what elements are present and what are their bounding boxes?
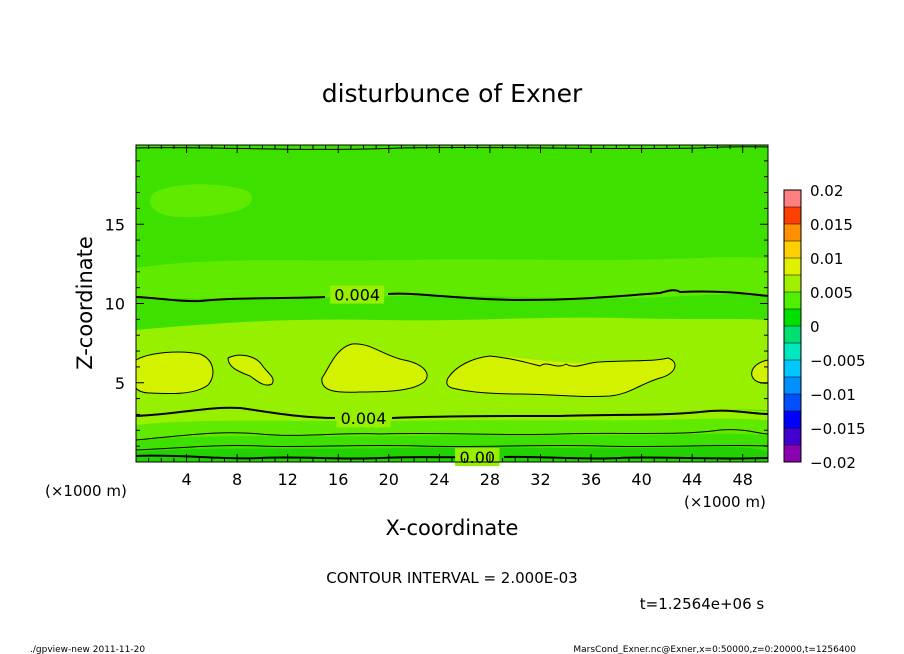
colorbar-tick-label-6: −0.01 [810,386,856,404]
colorbar-segment-2 [784,411,801,428]
colorbar-segment-15 [784,190,801,207]
yellow-cell-3 [321,343,428,393]
colorbar-segment-12 [784,241,801,258]
contour-line-0.004-upper [135,289,769,303]
yellow-cell-4 [446,356,675,397]
contour-lines [135,146,769,460]
x-tick-label-32: 32 [530,470,550,489]
contour-line-thin-lower-2 [135,444,769,451]
contour-line-yellow-1 [135,351,214,395]
x-tick-label-40: 40 [631,470,651,489]
x-tick-label-48: 48 [733,470,753,489]
field-band-upper [136,257,768,299]
contour-line-yellow-2 [227,354,274,386]
contour-line-0.004-lower [135,406,769,419]
x-axis-ticks: 4 8 12 16 20 24 28 32 36 40 44 48 [148,145,756,489]
contour-line-yellow-3 [321,343,428,393]
contour-interval-text: CONTOUR INTERVAL = 2.000E-03 [326,569,577,587]
contour-line-0.00 [135,454,769,460]
x-tick-label-44: 44 [682,470,702,489]
colorbar-segment-7 [784,326,801,343]
time-text: t=1.2564e+06 s [640,595,765,613]
x-tick-label-28: 28 [480,470,500,489]
colorbar-segment-14 [784,207,801,224]
colorbar-segment-6 [784,343,801,360]
colorbar-tick-label-1: 0.015 [810,216,853,234]
field-band-second [136,433,768,452]
colorbar-tick-label-0: 0.02 [810,182,843,200]
yellow-cell-2 [228,355,274,386]
colorbar-tick-label-7: −0.015 [810,420,866,438]
yellow-cell-1 [136,352,213,394]
footer-left: ./gpview-new 2011-11-20 [30,645,145,654]
x-unit-label-right: (×1000 m) [684,493,766,511]
colorbar-segment-3 [784,394,801,411]
contour-line-thin-lower-1 [135,429,769,441]
colorbar-segment-13 [784,224,801,241]
chart-title: disturbunce of Exner [322,79,583,108]
colorbar-segment-11 [784,258,801,275]
colorbar-tick-label-5: −0.005 [810,352,866,370]
colorbar-segment-0 [784,445,801,462]
y-tick-label-10: 10 [105,295,125,314]
contour-label-1: 0.004 [341,409,387,428]
colorbar-segment-8 [784,309,801,326]
contour-label-bg-1 [336,409,391,428]
y-tick-label-15: 15 [105,215,125,234]
colorbar-segment-10 [784,275,801,292]
colorbar-ticks: 0.02 0.015 0.01 0.005 0 −0.005 −0.01 −0.015 −0.0… [810,182,866,472]
x-tick-label-16: 16 [328,470,348,489]
colorbar-tick-label-3: 0.005 [810,284,853,302]
contour-line-thin-upper [135,146,769,150]
x-tick-label-36: 36 [581,470,601,489]
contour-label-0: 0.004 [334,286,380,305]
yellow-cells [136,343,768,397]
field-band-third [136,418,768,440]
field-upper-patch [150,184,252,218]
x-tick-label-8: 8 [232,470,242,489]
colorbar-segment-5 [784,360,801,377]
contour-label-bg-0 [330,285,385,304]
colorbar-tick-label-8: −0.02 [810,454,856,472]
x-tick-label-20: 20 [379,470,399,489]
colorbar-segment-9 [784,292,801,309]
colorbar-frame [783,189,802,463]
footer-right: MarsCond_Exner.nc@Exner,x=0:50000,z=0:20… [573,645,856,654]
colorbar-tick-label-2: 0.01 [810,250,843,268]
y-axis-ticks: 5 10 15 [105,160,768,447]
colorbar-segment-4 [784,377,801,394]
y-axis-label: Z-coordinate [73,236,97,370]
x-axis-label: X-coordinate [386,516,519,540]
x-unit-label-left: (×1000 m) [45,482,127,500]
colorbar-segment-1 [784,428,801,445]
y-tick-label-5: 5 [115,374,125,393]
x-tick-label-24: 24 [429,470,449,489]
colorbar [783,189,802,463]
x-tick-label-12: 12 [278,470,298,489]
contour-line-yellow-4 [446,355,676,398]
x-tick-label-4: 4 [181,470,191,489]
colorbar-tick-label-4: 0 [810,318,820,336]
